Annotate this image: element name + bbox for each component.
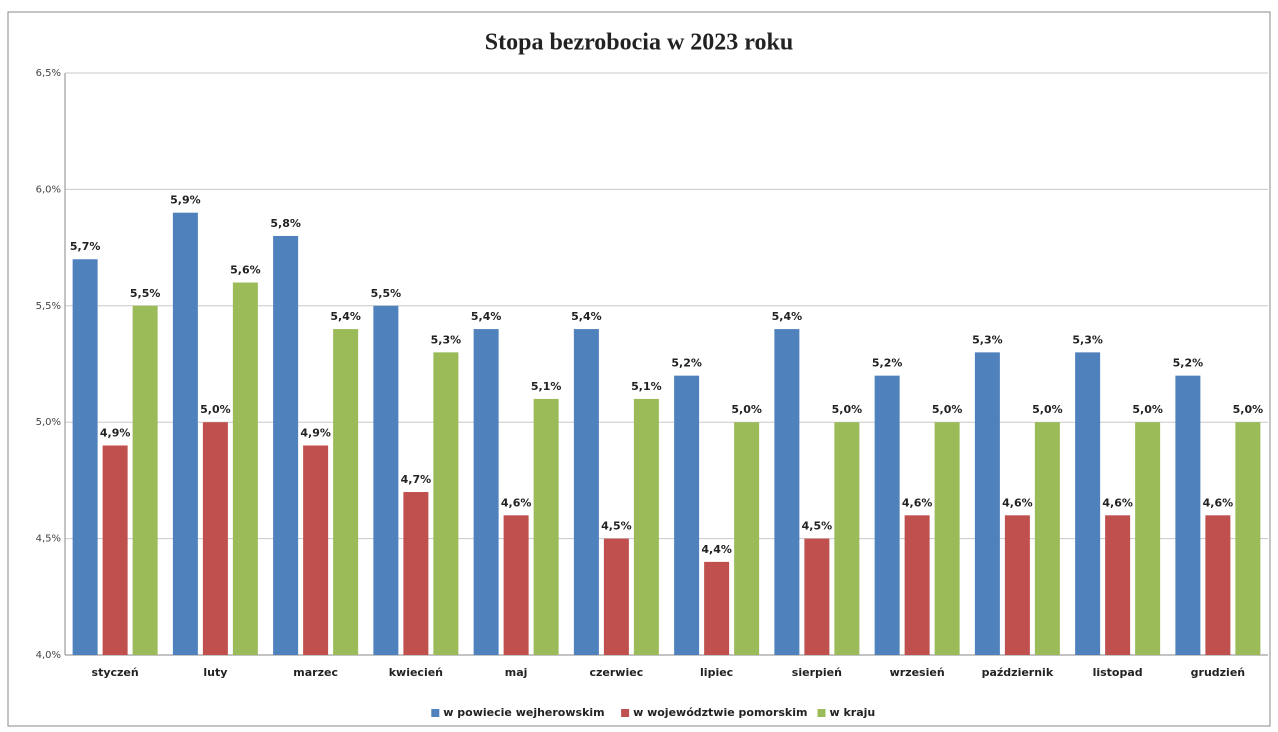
value-label: 4,6% [902,496,933,509]
bar [1075,352,1101,655]
value-label: 4,6% [1102,496,1133,509]
bar [603,538,629,655]
value-label: 5,2% [872,357,903,370]
bar [433,352,459,655]
value-label: 5,0% [1233,403,1264,416]
value-label: 4,5% [601,520,632,533]
value-label: 5,4% [471,310,502,323]
bar [774,329,800,655]
y-tick-label: 6,5% [36,68,61,79]
value-label: 5,0% [731,403,762,416]
value-label: 4,4% [701,543,732,556]
x-tick-label: kwiecień [389,666,443,679]
bar [132,305,158,655]
value-label: 5,0% [1032,403,1063,416]
bar [232,282,258,655]
bar [273,235,299,655]
value-label: 4,6% [501,496,532,509]
value-label: 5,2% [671,357,702,370]
value-label: 4,6% [1203,496,1234,509]
bar [1135,422,1161,655]
x-tick-label: wrzesień [890,666,945,679]
value-label: 5,3% [1072,333,1103,346]
value-label: 5,3% [431,333,462,346]
value-label: 5,3% [972,333,1003,346]
bar [303,445,329,655]
bar [473,329,499,655]
value-label: 5,9% [170,194,201,207]
bar [674,375,700,655]
bar [373,305,399,655]
legend-label: w powiecie wejherowskim [443,706,604,719]
y-tick-label: 4,0% [36,650,61,661]
bar [704,561,730,655]
bar [1175,375,1201,655]
bar [533,398,559,655]
value-label: 5,0% [1132,403,1163,416]
x-tick-label: luty [203,666,227,679]
value-label: 5,4% [330,310,361,323]
x-tick-label: sierpień [792,666,842,679]
bar [834,422,860,655]
x-tick-label: maj [505,666,528,679]
value-label: 4,6% [1002,496,1033,509]
bar [1235,422,1261,655]
bar [333,329,359,655]
value-label: 5,5% [371,287,402,300]
value-label: 4,7% [401,473,432,486]
bar [403,492,429,655]
value-label: 4,5% [802,520,833,533]
legend-label: w kraju [830,706,876,719]
legend-swatch [817,709,826,717]
value-label: 4,9% [300,426,331,439]
bar [1205,515,1231,655]
value-label: 5,4% [571,310,602,323]
bar [503,515,529,655]
chart-title: Stopa bezrobocia w 2023 roku [485,30,793,56]
value-label: 5,2% [1173,357,1204,370]
legend-swatch [431,709,440,717]
value-label: 5,5% [130,287,161,300]
bar [804,538,830,655]
bar [172,212,198,655]
value-label: 5,7% [70,240,101,253]
value-label: 5,0% [200,403,231,416]
y-tick-label: 4,5% [36,534,61,545]
x-tick-label: lipiec [700,666,733,679]
value-label: 5,0% [832,403,863,416]
bar [1105,515,1131,655]
value-label: 5,4% [772,310,803,323]
x-tick-label: czerwiec [590,666,644,679]
value-label: 4,9% [100,426,131,439]
bar [72,259,98,655]
bar [934,422,960,655]
bar [904,515,930,655]
x-tick-label: listopad [1093,666,1143,679]
y-tick-label: 5,0% [36,417,61,428]
value-label: 5,0% [932,403,963,416]
bar [1034,422,1060,655]
bar [1004,515,1030,655]
bar [202,422,228,655]
x-tick-label: grudzień [1191,666,1245,679]
y-tick-label: 6,0% [36,184,61,195]
value-label: 5,6% [230,264,261,277]
value-label: 5,1% [531,380,562,393]
x-tick-label: marzec [293,666,338,679]
bar [633,398,659,655]
x-tick-label: październik [982,666,1054,679]
bar [974,352,1000,655]
legend-swatch [621,709,630,717]
legend-label: w województwie pomorskim [633,706,807,719]
bar [874,375,900,655]
bar [573,329,599,655]
value-label: 5,1% [631,380,662,393]
value-label: 5,8% [270,217,301,230]
x-tick-label: styczeń [92,666,139,679]
bar [102,445,128,655]
y-tick-label: 5,5% [36,301,61,312]
bar [734,422,760,655]
